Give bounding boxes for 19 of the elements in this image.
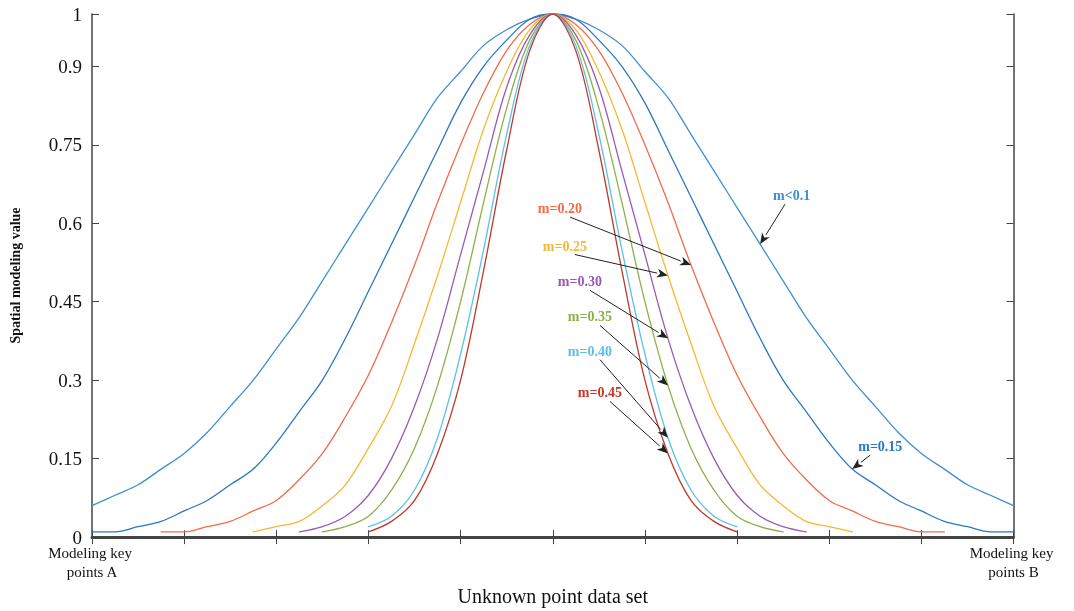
text: m=0.20 [537,201,582,217]
y-tick-label: 1 [72,3,82,25]
text: m=0.25 [542,238,587,254]
x-tick-label: Modeling key points B [969,544,1058,580]
y-tick-label: 0.45 [48,291,82,313]
text: m=0.40 [567,343,612,359]
text: m=0.35 [567,309,612,325]
line-series [252,13,853,533]
y-tick-label: 0.15 [48,448,82,470]
text: m<0.1 [773,188,811,204]
text: m=0.30 [557,274,602,290]
series-label: m=0.45 [577,385,622,401]
x-axis-title: Unknown point data set [457,585,649,608]
y-tick-label: 0.9 [58,55,82,77]
y-axis-title: Spatial modeling value [7,207,23,344]
y-tick-label: 0.6 [58,212,82,234]
y-tick-label: 0.3 [58,369,82,391]
series-label: m=0.15 [858,439,903,455]
y-tick-label: 0.75 [48,134,82,156]
